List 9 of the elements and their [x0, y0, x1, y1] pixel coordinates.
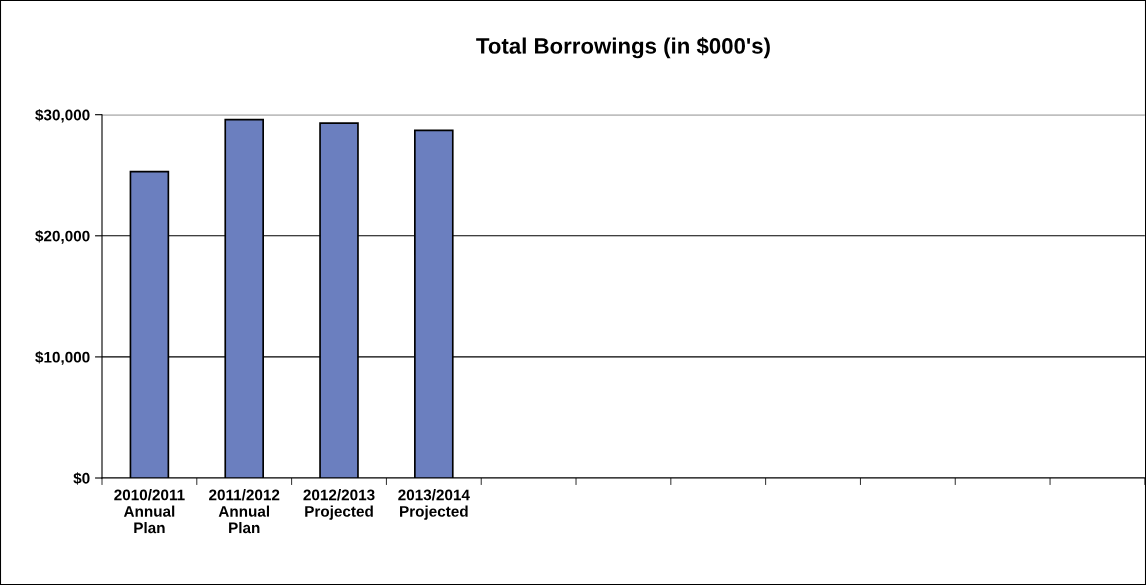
chart-title: Total Borrowings (in $000's): [476, 37, 770, 59]
x-tick-label: 2010/2011 Annual Plan: [114, 489, 185, 534]
y-tick-label: $20,000: [35, 230, 90, 244]
y-tick-label: $0: [73, 472, 90, 485]
x-tick-label: 2013/2014 Projected: [398, 489, 470, 520]
x-tick-label: 2012/2013 Projected: [303, 489, 375, 520]
x-tick-label: 2011/2012 Annual Plan: [209, 489, 280, 534]
y-tick-label: $30,000: [35, 108, 90, 123]
y-tick-label: $10,000: [35, 351, 90, 365]
